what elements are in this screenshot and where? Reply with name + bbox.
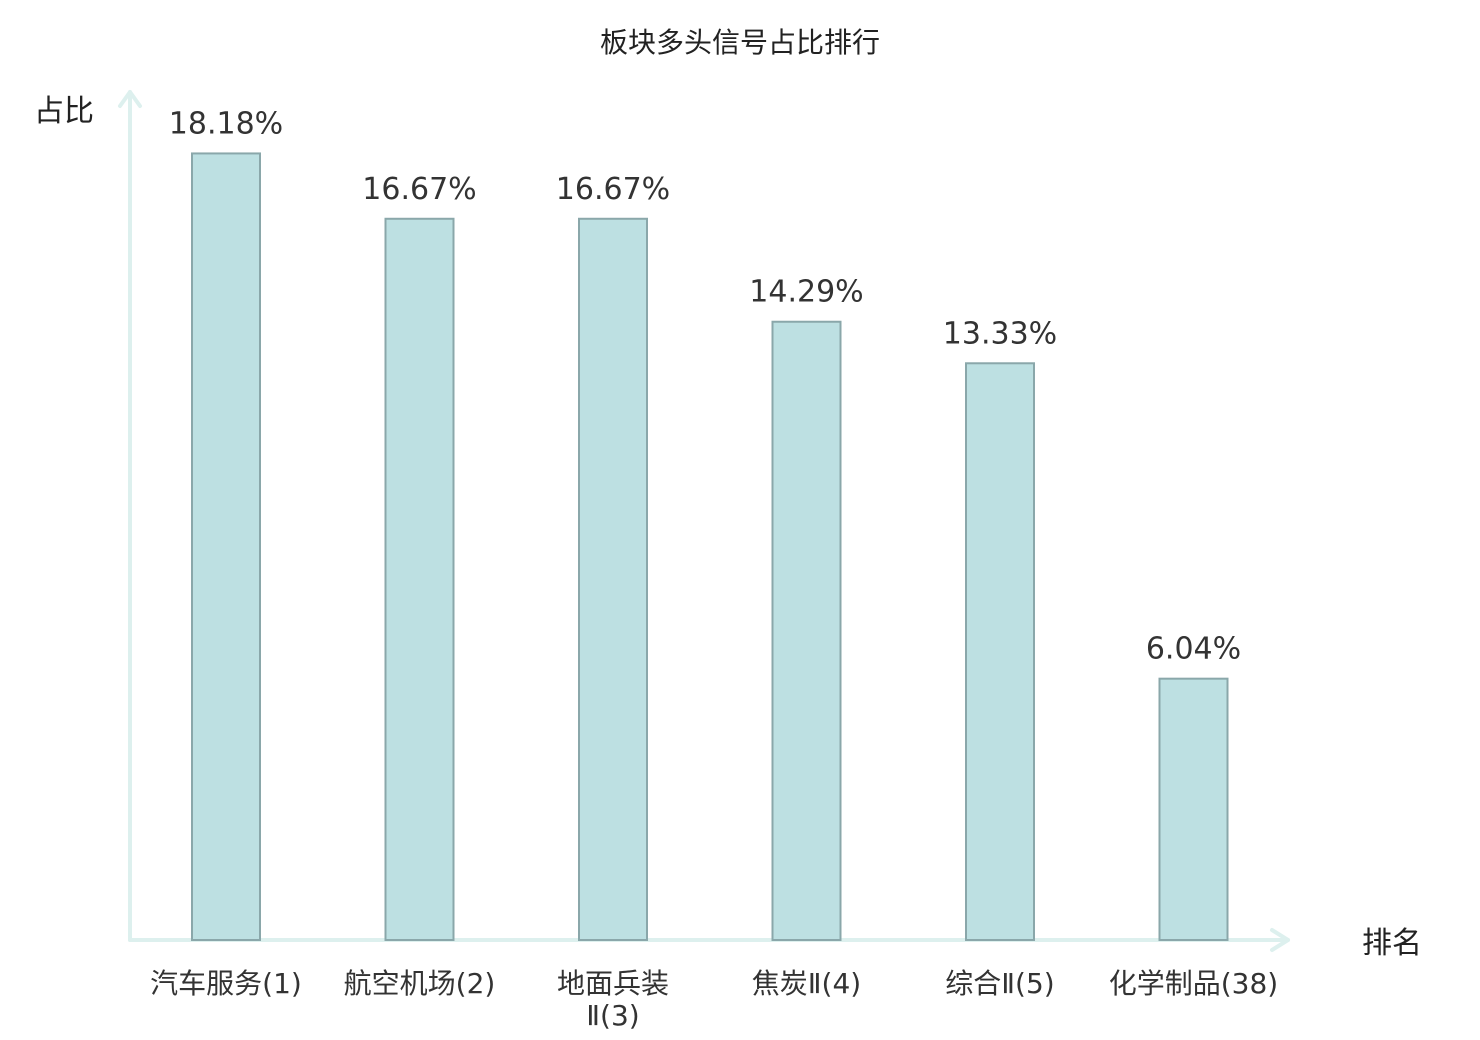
category-label: 汽车服务(1) [150,967,302,1000]
chart-title: 板块多头信号占比排行 [600,26,880,59]
bar [384,217,455,942]
category-label: 综合Ⅱ(5) [945,967,1054,1000]
category-labels-group: 汽车服务(1) 航空机场(2) 地面兵装 Ⅱ(3) 焦炭Ⅱ(4) 综合Ⅱ(5) 化学制品(3… [150,967,1278,1032]
category-label: 航空机场(2) [344,967,496,1000]
bar [1158,677,1229,941]
bar-value-label: 13.33% [943,316,1057,351]
bar-value-label: 18.18% [169,106,283,141]
y-axis-arrow [118,90,142,108]
bar [578,217,648,942]
y-axis-label: 占比 [34,94,94,129]
bar-value-label: 16.67% [556,172,670,207]
bar [771,320,842,941]
bars-group [191,152,1229,942]
category-label: 地面兵装 Ⅱ(3) [557,967,669,1032]
value-labels-group: 18.18% 16.67% 16.67% 14.29% 13.33% 6.04% [169,106,1241,666]
category-label: 化学制品(38) [1109,967,1278,1000]
bar [191,152,261,942]
x-axis-label: 排名 [1362,926,1422,961]
bar [965,362,1035,941]
bar-value-label: 16.67% [362,172,476,207]
category-label: 焦炭Ⅱ(4) [752,967,861,1000]
x-axis-arrow [1270,928,1290,952]
bar-value-label: 6.04% [1146,632,1241,667]
bar-value-label: 14.29% [749,275,863,310]
